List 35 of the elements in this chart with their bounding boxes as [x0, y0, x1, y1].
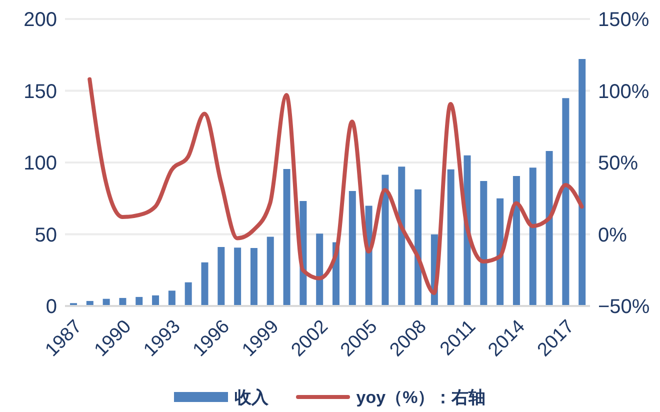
bar: [152, 295, 160, 306]
bar: [414, 189, 422, 306]
bar: [348, 191, 356, 306]
bar: [529, 168, 536, 306]
bar: [398, 166, 406, 306]
bar: [382, 174, 389, 306]
bar: [234, 248, 242, 306]
bar: [218, 247, 225, 306]
bar: [578, 59, 586, 306]
bar: [447, 169, 454, 306]
y-tick-label: 50: [34, 224, 57, 246]
line-series: [88, 77, 584, 296]
y2-tick-label: 100%: [598, 80, 650, 103]
bar: [562, 98, 570, 306]
bar: [184, 282, 192, 306]
bar: [316, 234, 324, 306]
bar: [266, 236, 274, 306]
y-tick-label: 100: [24, 152, 57, 175]
bar: [250, 248, 258, 306]
y2-tick-label: 150%: [598, 9, 650, 32]
y-tick-label: 0: [46, 296, 57, 318]
bar: [480, 181, 488, 306]
bar: [283, 168, 290, 306]
y2-tick-label: 0%: [598, 224, 628, 246]
y2-tick-label: −50%: [598, 296, 650, 318]
legend-label: yoy（%）：右轴: [356, 386, 486, 408]
bar: [496, 198, 504, 306]
y2-tick-label: 50%: [598, 152, 638, 175]
legend-label: 收入: [234, 386, 268, 408]
bar: [168, 290, 176, 306]
bar: [546, 151, 553, 306]
y-tick-label: 150: [24, 80, 57, 103]
bar: [512, 176, 520, 306]
y-tick-label: 200: [24, 9, 57, 32]
bar: [201, 262, 208, 306]
